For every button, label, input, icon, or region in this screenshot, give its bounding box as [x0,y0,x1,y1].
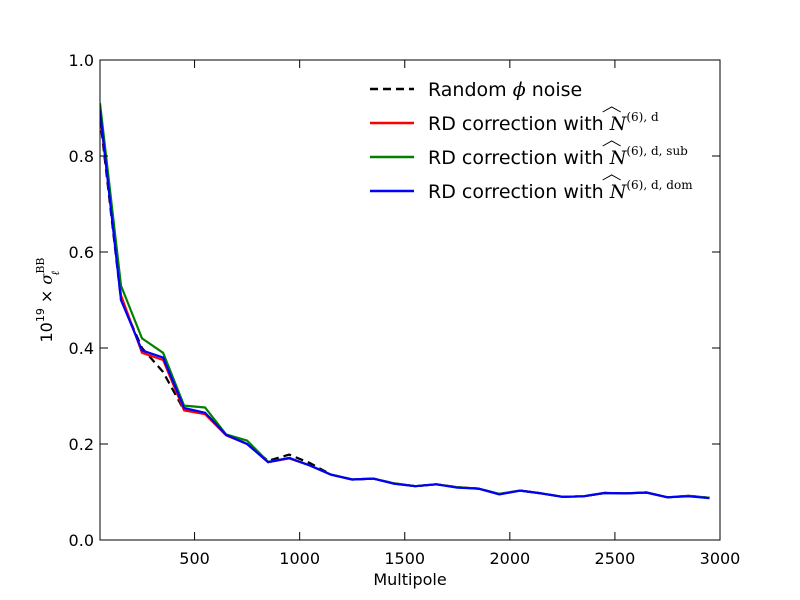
tick-layer: 500 1000 1500 2000 2500 3000 0.0 0.2 0.4 0.6 0.8 1.… [69,51,741,568]
y-tick-label: 0.0 [69,531,94,550]
y-tick-label: 0.8 [69,147,94,166]
y-tick-label: 0.4 [69,339,94,358]
series-layer [100,103,710,500]
plot-frame [99,59,721,541]
x-tick-label: 1000 [279,549,320,568]
x-axis-label: Multipole [373,570,446,589]
y-axis-label: 1019 × σBB ℓ [34,257,62,342]
x-tick-label: 500 [179,549,210,568]
y-tick-label: 0.6 [69,243,94,262]
series-line-3 [100,110,710,500]
legend-hat-1 [602,106,621,113]
y-tick-label: 0.2 [69,435,94,454]
legend-label-0: Random ϕ noise [428,79,582,101]
x-tick-label: 2000 [489,549,530,568]
legend-hat-2 [602,140,621,147]
legend-label-3: RD correction with N(6), d, dom [428,178,693,203]
plot-area [100,60,720,540]
x-tick-label: 2500 [595,549,636,568]
legend-label-1: RD correction with N(6), d [428,110,659,135]
legend: Random ϕ noise RD correction with N(6), d… [370,79,693,203]
x-tick-label: 3000 [700,549,741,568]
y-tick-label: 1.0 [69,51,94,70]
legend-label-2: RD correction with N(6), d, sub [428,144,688,169]
legend-hat-3 [602,174,621,181]
x-tick-label: 1500 [384,549,425,568]
